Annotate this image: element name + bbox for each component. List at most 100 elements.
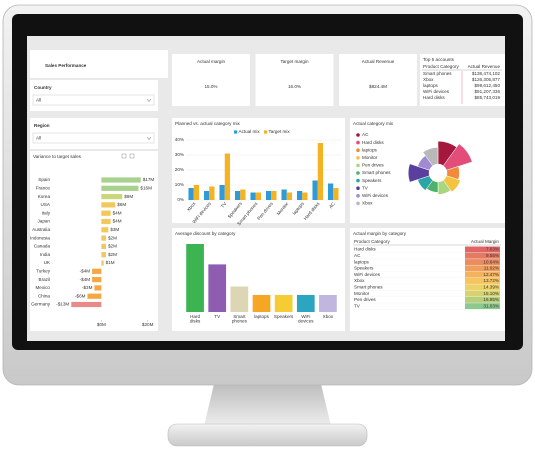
slicer-dropdown[interactable]: All bbox=[32, 132, 155, 144]
category-label: Korea bbox=[38, 194, 51, 199]
bar bbox=[255, 192, 262, 200]
data-label: $4M bbox=[113, 219, 122, 224]
table-cell: Pen drives bbox=[354, 297, 376, 302]
data-label: $6M bbox=[117, 202, 126, 207]
heat-cell bbox=[465, 296, 500, 303]
legend-swatch bbox=[264, 130, 268, 134]
x-tick-label: $0M bbox=[97, 322, 106, 327]
x-tick-label: WiFi devices bbox=[298, 314, 314, 324]
bar bbox=[240, 189, 246, 200]
bar bbox=[296, 295, 315, 312]
bar bbox=[101, 252, 106, 258]
kpi-title: Actual margin bbox=[197, 59, 226, 64]
dropdown-box bbox=[32, 94, 155, 106]
bar bbox=[71, 301, 102, 308]
monitor-base bbox=[167, 423, 368, 447]
x-tick-label: TV bbox=[220, 200, 228, 208]
legend-label: Xbox bbox=[362, 201, 373, 206]
legend-swatch bbox=[356, 201, 360, 206]
table-cell: Xbox bbox=[354, 278, 365, 283]
y-tick-label: 40% bbox=[175, 137, 184, 142]
table-header: Product Category bbox=[354, 239, 390, 244]
x-tick-label: $20M bbox=[142, 322, 154, 327]
table-cell: Smart phones bbox=[423, 71, 452, 76]
dropdown-value: All bbox=[36, 98, 41, 103]
bar bbox=[296, 191, 303, 200]
data-label: $2M bbox=[108, 244, 117, 249]
table-cell: Monitor bbox=[354, 291, 370, 296]
bar bbox=[312, 180, 318, 200]
dropdown-box bbox=[32, 132, 155, 144]
table-cell: laptops bbox=[423, 83, 439, 88]
dashboard: Sales Performance Country All Region All Actu… bbox=[30, 50, 505, 331]
category-label: Mexico bbox=[35, 285, 50, 290]
slicer-dropdown[interactable]: All bbox=[32, 94, 155, 106]
data-label: $16M bbox=[140, 186, 152, 191]
category-label: Australia bbox=[32, 227, 50, 232]
table-cell: 7.03% bbox=[486, 247, 499, 252]
data-label: $9M bbox=[124, 194, 133, 199]
table-header: Actual Revenue bbox=[468, 64, 501, 69]
legend-label: WiFi devices bbox=[362, 193, 389, 198]
bar bbox=[219, 185, 225, 200]
category-label: Japan bbox=[37, 219, 50, 224]
category-label: China bbox=[38, 293, 50, 298]
legend-label: Pen drives bbox=[362, 163, 384, 168]
x-tick-label: Xbox bbox=[186, 201, 197, 213]
table-cell: $126,305,877 bbox=[472, 77, 501, 82]
legend-swatch bbox=[356, 186, 360, 190]
bar bbox=[101, 202, 116, 208]
table-cell: 31.03% bbox=[483, 303, 499, 308]
category-label: Indonesia bbox=[30, 235, 50, 240]
table-cell: 10.64% bbox=[483, 259, 499, 264]
bar bbox=[317, 143, 324, 200]
kpi-card bbox=[172, 54, 250, 106]
legend-swatch bbox=[356, 148, 360, 152]
bar bbox=[281, 189, 287, 200]
bar bbox=[186, 244, 204, 312]
legend-label: Target mix bbox=[269, 129, 291, 134]
data-label: $2M bbox=[108, 252, 117, 257]
bar bbox=[286, 192, 293, 200]
x-tick-label: Smart phones bbox=[232, 314, 248, 324]
table-cell: AC bbox=[354, 253, 361, 258]
bar bbox=[101, 210, 111, 216]
data-label: $2M bbox=[108, 235, 117, 240]
legend-label: AC bbox=[362, 132, 369, 137]
rose-wedge bbox=[422, 147, 439, 167]
x-tick-label: Hard disks bbox=[190, 314, 201, 324]
rose-wedge bbox=[408, 163, 430, 183]
bar bbox=[265, 191, 272, 200]
table-cell: WiFi devices bbox=[423, 89, 450, 94]
dashboard-title: Sales Performance bbox=[45, 63, 87, 68]
heat-cell bbox=[465, 246, 500, 253]
table-cell: 15.10% bbox=[483, 291, 499, 296]
table-title: Actual margin by category bbox=[353, 231, 407, 236]
x-tick-label: TV bbox=[214, 314, 221, 319]
x-tick-label: Xbox bbox=[323, 314, 334, 319]
bar bbox=[333, 188, 339, 200]
category-label: Germany bbox=[31, 302, 51, 307]
heat-cell bbox=[465, 303, 500, 310]
visual-icon bbox=[129, 153, 135, 159]
data-label: $4M bbox=[113, 210, 122, 215]
bar bbox=[94, 285, 102, 291]
table-cell: WiFi devices bbox=[354, 272, 381, 277]
kpi-value: 15.0% bbox=[204, 84, 217, 89]
dropdown-chevron bbox=[146, 98, 152, 102]
data-label: $17M bbox=[143, 177, 155, 182]
data-label: $1M bbox=[106, 260, 115, 265]
bar bbox=[101, 194, 123, 200]
category-label: Spain bbox=[38, 177, 50, 182]
bar bbox=[208, 264, 227, 312]
bar bbox=[193, 185, 200, 200]
table-cell: $138,474,102 bbox=[472, 71, 501, 76]
table-cell: 14.39% bbox=[483, 285, 499, 290]
x-tick-label: Speakers bbox=[274, 314, 294, 319]
category-label: Turkey bbox=[36, 269, 51, 274]
legend-label: Smart phones bbox=[362, 170, 391, 175]
heat-cell bbox=[465, 265, 500, 272]
heat-cell bbox=[465, 271, 500, 278]
